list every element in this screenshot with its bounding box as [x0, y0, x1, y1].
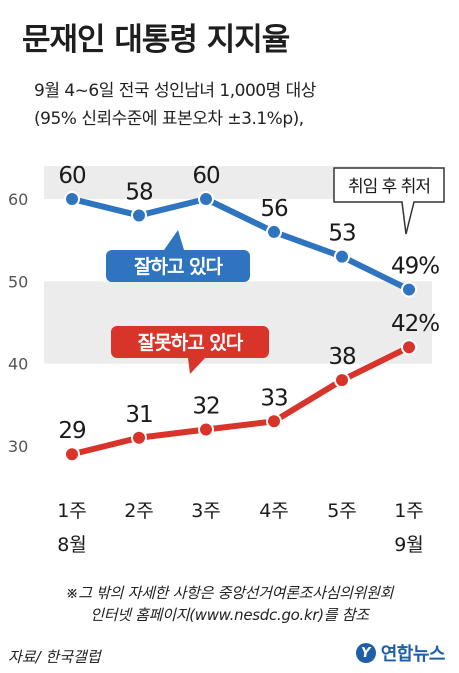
- legend-tag-positive: [106, 230, 250, 282]
- data-label: 38: [328, 344, 356, 370]
- x-tick-label: 2주: [124, 500, 154, 522]
- x-tick-label: 1주: [394, 500, 424, 522]
- y-tick-label: 40: [8, 355, 28, 374]
- x-tick-label: 1주: [57, 500, 87, 522]
- footnote-line1: ※그 밖의 자세한 사항은 중앙선거여론조사심의위원회: [65, 584, 394, 602]
- x-tick-label: 5주: [327, 500, 357, 522]
- legend-tag-negative: [111, 326, 269, 374]
- y-tick-label: 30: [8, 437, 28, 456]
- data-label: 32: [192, 394, 219, 420]
- data-point: [131, 429, 147, 446]
- data-point: [334, 248, 350, 265]
- data-point: [64, 446, 80, 463]
- data-point: [198, 191, 214, 207]
- data-point: [266, 413, 282, 430]
- series-line-0: [69, 196, 412, 293]
- data-label: 42%: [391, 311, 439, 337]
- series-line-1: [69, 344, 412, 458]
- legend-label-positive: 잘하고 있다: [134, 256, 224, 278]
- annotation-label: 취임 후 취저: [348, 177, 430, 197]
- data-label: 49%: [391, 254, 439, 280]
- data-point: [401, 339, 417, 356]
- data-label: 53: [328, 221, 355, 247]
- y-tick-label: 50: [8, 272, 28, 291]
- data-point: [198, 421, 214, 438]
- data-label: 58: [125, 179, 153, 205]
- data-label: 33: [260, 385, 287, 411]
- data-label: 56: [260, 196, 288, 222]
- yonhap-logo-icon: Y: [355, 643, 376, 663]
- brand-logo: Y 연합뉴스: [355, 640, 446, 666]
- data-point: [64, 191, 80, 207]
- x-month-label: 8월: [57, 534, 87, 556]
- data-point: [266, 223, 282, 240]
- legend-label-negative: 잘못하고 있다: [138, 332, 244, 354]
- data-point: [334, 372, 350, 389]
- annotation-callout: [333, 167, 445, 235]
- subtitle-survey-period: 9월 4~6일 전국 성인남녀 1,000명 대상: [34, 81, 316, 101]
- data-point: [401, 281, 417, 298]
- data-label: 60: [192, 163, 220, 189]
- x-tick-label: 4주: [259, 500, 289, 522]
- source-credit: 자료/ 한국갤럽: [8, 648, 101, 666]
- footnote-line2: 인터넷 홈페이지(www.nesdc.go.kr)를 참조: [90, 606, 369, 624]
- data-point: [131, 207, 147, 224]
- data-label: 60: [58, 163, 86, 189]
- data-label: 31: [125, 402, 152, 428]
- subtitle-margin-of-error: (95% 신뢰수준에 표본오차 ±3.1%p),: [34, 109, 304, 129]
- y-tick-label: 60: [8, 190, 28, 209]
- brand-name: 연합뉴스: [380, 644, 446, 665]
- x-tick-label: 3주: [191, 500, 221, 522]
- data-label: 29: [58, 418, 86, 444]
- page-title: 문재인 대통령 지지율: [22, 22, 290, 58]
- x-month-label: 9월: [394, 534, 424, 556]
